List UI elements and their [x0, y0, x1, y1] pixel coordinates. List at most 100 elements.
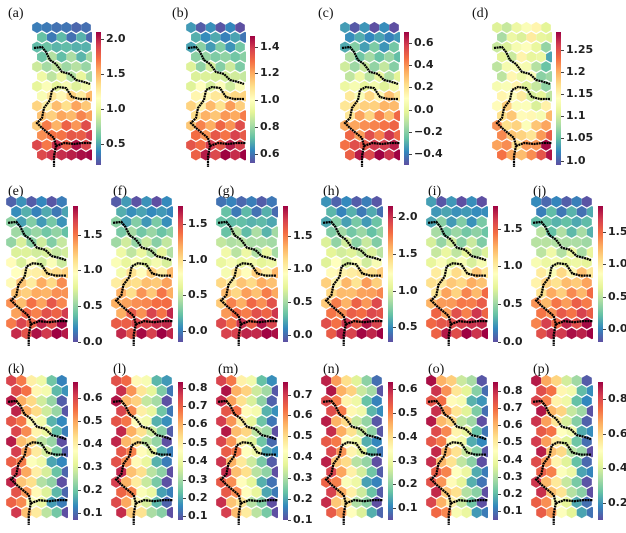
hex-cell	[561, 435, 572, 448]
hex-cell	[266, 277, 277, 289]
hex-cell	[246, 196, 257, 208]
hex-cell	[86, 149, 92, 161]
hex-cell	[345, 70, 355, 83]
hex-map	[186, 22, 246, 167]
hex-cell	[61, 80, 72, 92]
hex-cell	[356, 385, 367, 397]
hex-cell	[256, 496, 267, 509]
hex-cell	[531, 61, 542, 73]
hex-cell	[346, 445, 357, 458]
hex-cell	[361, 216, 372, 228]
hex-cell	[366, 287, 377, 299]
hex-cell	[191, 129, 201, 141]
hex-cell	[61, 226, 68, 238]
hex-cell	[374, 110, 385, 122]
hex-cell	[11, 425, 22, 438]
hex-cell	[16, 496, 27, 509]
panel-label: (j)	[533, 184, 547, 199]
hex-cell	[246, 375, 257, 387]
hex-cell	[361, 496, 372, 509]
hex-cell	[371, 297, 382, 309]
colorbar-tick-label: 0.6	[603, 426, 626, 440]
hex-cell	[216, 236, 227, 249]
hex-cell	[361, 395, 372, 407]
hex-cell	[266, 496, 277, 509]
hex-cell	[566, 226, 577, 238]
colorbar-tick-label: −0.4	[409, 146, 443, 160]
colorbar	[388, 382, 393, 520]
hex-cell	[389, 139, 399, 151]
panel-label: (b)	[172, 6, 189, 21]
hex-cell	[46, 297, 57, 309]
hex-cell	[586, 506, 593, 519]
hex-cell	[161, 236, 172, 249]
hex-cell	[221, 226, 232, 238]
hex-cell	[586, 206, 593, 218]
hex-cell	[31, 266, 42, 279]
hex-cell	[566, 405, 577, 417]
panel-label: (h)	[323, 184, 340, 199]
hex-cell	[371, 456, 382, 468]
hex-cell	[225, 139, 236, 151]
hex-cell	[366, 506, 377, 519]
hex-cell	[146, 206, 157, 218]
hex-cell	[41, 307, 52, 319]
colorbar-tick-label: 1.05	[560, 131, 594, 145]
hex-cell	[236, 435, 247, 448]
hex-cell	[546, 425, 557, 438]
hex-cell	[46, 435, 57, 448]
hex-cell	[71, 80, 82, 92]
hex-cell	[241, 206, 252, 218]
hex-cell	[331, 375, 342, 387]
hex-cell	[221, 486, 232, 498]
colorbar-tick-label: 0.8	[603, 392, 626, 406]
hex-cell	[441, 466, 452, 478]
hex-cell	[321, 456, 332, 468]
hex-cell	[246, 317, 257, 330]
hex-cell	[56, 476, 67, 488]
hex-cell	[215, 139, 226, 151]
hex-cell	[216, 476, 227, 488]
colorbar-tick-label: 1.0	[603, 257, 626, 271]
hex-cell	[354, 70, 365, 83]
hex-cell	[231, 226, 242, 238]
hex-cell	[431, 246, 442, 259]
hex-cell	[46, 476, 57, 488]
hex-cell	[61, 506, 68, 519]
colorbar-tick-label: 1.0	[498, 259, 523, 273]
hex-cell	[551, 435, 562, 448]
hex-cell	[266, 476, 277, 488]
hex-cell	[246, 496, 257, 509]
hex-cell	[195, 119, 206, 132]
hex-cell	[566, 466, 577, 478]
cluster-boundary	[324, 262, 381, 346]
cluster-boundary	[427, 220, 487, 262]
hex-cell	[225, 80, 236, 92]
hex-cell	[436, 375, 447, 387]
hex-cell	[156, 287, 167, 299]
hex-cell	[261, 226, 272, 238]
hex-cell	[546, 31, 552, 43]
hex-cell	[366, 246, 377, 259]
hex-cell	[37, 31, 47, 43]
hex-cell	[36, 375, 47, 387]
hex-cell	[146, 506, 157, 519]
hex-cell	[256, 256, 267, 269]
hex-cell	[21, 385, 32, 397]
colorbar-tick-label: 0.3	[78, 460, 103, 474]
hex-cell	[516, 149, 527, 161]
hex-cell	[151, 395, 162, 407]
hex-cell	[369, 119, 380, 132]
hex-cell	[551, 476, 562, 488]
colorbar-tick-label: 1.5	[393, 246, 418, 260]
hex-cell	[356, 486, 367, 498]
hex-cell	[389, 100, 399, 112]
hex-cell	[476, 277, 487, 289]
hex-cell	[341, 277, 352, 289]
colorbar-tick-label: 0.4	[603, 461, 626, 475]
hex-cell	[346, 405, 357, 417]
hex-cell	[37, 129, 47, 141]
hex-cell	[246, 476, 257, 488]
hex-cell	[156, 425, 167, 438]
hex-cell	[364, 129, 375, 141]
